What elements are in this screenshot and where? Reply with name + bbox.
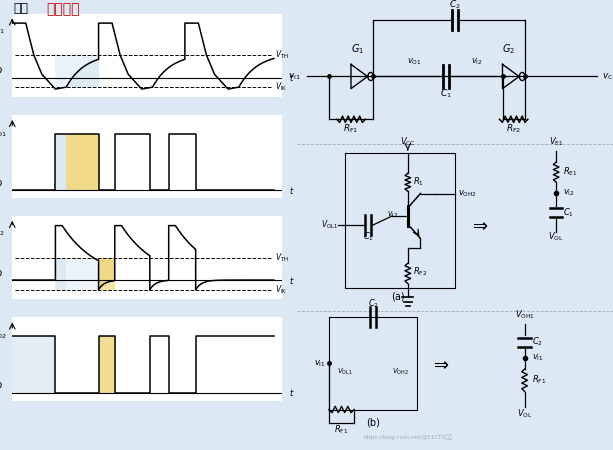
Text: $R_{\rm F2}$: $R_{\rm F2}$ xyxy=(414,266,428,279)
Text: (b): (b) xyxy=(366,417,380,427)
Text: $R_{\rm E1}$: $R_{\rm E1}$ xyxy=(563,166,578,178)
Text: $V_{\rm IK}$: $V_{\rm IK}$ xyxy=(275,284,287,296)
Text: $V_{\rm IK}$: $V_{\rm IK}$ xyxy=(275,81,287,94)
Text: $V_{\rm OL}$: $V_{\rm OL}$ xyxy=(549,230,564,243)
Text: $R_{\rm F1}$: $R_{\rm F1}$ xyxy=(343,123,359,135)
Text: $v_{\rm I2}$: $v_{\rm I2}$ xyxy=(563,187,575,198)
Text: $R_{\rm F1}$: $R_{\rm F1}$ xyxy=(531,374,546,387)
Text: $v_{\rm I1}$: $v_{\rm I1}$ xyxy=(0,25,5,36)
Text: $V_{\rm OL}$: $V_{\rm OL}$ xyxy=(517,407,533,420)
Text: $V_{\rm TH}$: $V_{\rm TH}$ xyxy=(275,49,289,61)
Text: $v_{\rm I1}$: $v_{\rm I1}$ xyxy=(314,358,326,369)
Text: $R_{\rm F1}$: $R_{\rm F1}$ xyxy=(334,423,349,436)
Text: $v_{\rm I1}$: $v_{\rm I1}$ xyxy=(287,71,300,82)
Text: $v_{\rm O1}$: $v_{\rm O1}$ xyxy=(0,128,7,139)
Text: https://blog.csdn.net/@51CTO博客: https://blog.csdn.net/@51CTO博客 xyxy=(364,434,452,440)
Text: $v_{\rm O2}$: $v_{\rm O2}$ xyxy=(0,331,7,342)
Text: $V_{\rm OL1}$: $V_{\rm OL1}$ xyxy=(337,367,352,378)
Text: $G_1$: $G_1$ xyxy=(351,42,364,55)
Text: $O$: $O$ xyxy=(0,178,3,189)
Text: $v_{\rm I2}$: $v_{\rm I2}$ xyxy=(387,210,397,220)
Text: $v_{\rm I1}$: $v_{\rm I1}$ xyxy=(531,352,543,363)
Text: $v_{\rm OH2}$: $v_{\rm OH2}$ xyxy=(459,188,478,199)
Text: $C_1$: $C_1$ xyxy=(563,207,574,219)
Text: $\Rightarrow$: $\Rightarrow$ xyxy=(469,216,489,234)
Text: $V_{\rm CC}$: $V_{\rm CC}$ xyxy=(400,136,416,149)
Text: $C_2$: $C_2$ xyxy=(531,336,543,348)
Text: $C_1$: $C_1$ xyxy=(440,88,452,100)
Text: $V_{\rm OH1}$: $V_{\rm OH1}$ xyxy=(515,308,535,321)
Text: $G_2$: $G_2$ xyxy=(502,42,516,55)
Text: 电压波形: 电压波形 xyxy=(46,2,80,16)
Text: $V_{\rm E1}$: $V_{\rm E1}$ xyxy=(549,136,563,149)
Text: $O$: $O$ xyxy=(0,380,3,392)
Text: $R_1$: $R_1$ xyxy=(414,176,424,189)
Text: $C_2$: $C_2$ xyxy=(449,0,461,11)
Text: $C_2$: $C_2$ xyxy=(368,297,379,310)
Text: $t$: $t$ xyxy=(289,72,294,83)
Text: $V_{\rm OH2}$: $V_{\rm OH2}$ xyxy=(392,367,409,378)
Text: $C_1$: $C_1$ xyxy=(363,230,374,243)
Text: (a): (a) xyxy=(392,291,405,301)
Text: 二、: 二、 xyxy=(13,2,28,15)
Text: $t$: $t$ xyxy=(289,387,294,398)
Text: $\Rightarrow$: $\Rightarrow$ xyxy=(430,356,449,373)
Text: $v_{\rm I2}$: $v_{\rm I2}$ xyxy=(471,57,483,68)
Text: $O$: $O$ xyxy=(0,65,3,76)
Text: $v_{\rm C}$: $v_{\rm C}$ xyxy=(602,71,613,82)
Text: $v_{\rm O1}$: $v_{\rm O1}$ xyxy=(407,57,422,68)
Text: $t$: $t$ xyxy=(289,274,294,286)
Text: $t$: $t$ xyxy=(289,185,294,196)
Text: $V_{\rm TH}$: $V_{\rm TH}$ xyxy=(275,252,289,264)
Text: $v_{\rm I2}$: $v_{\rm I2}$ xyxy=(0,228,5,238)
Text: $R_{\rm F2}$: $R_{\rm F2}$ xyxy=(506,123,521,135)
Text: $V_{\rm OL1}$: $V_{\rm OL1}$ xyxy=(321,219,338,231)
Text: $O$: $O$ xyxy=(0,268,3,279)
